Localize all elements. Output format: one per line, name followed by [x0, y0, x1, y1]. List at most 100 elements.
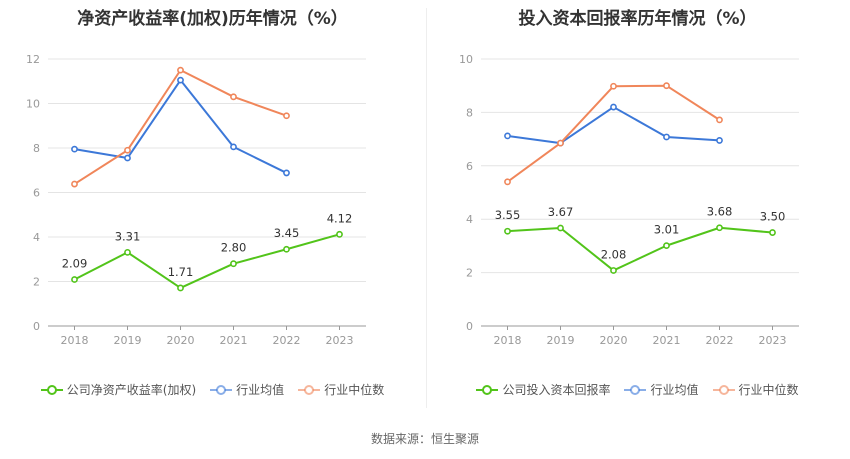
chart-legend: 公司投入资本回报率 行业均值 行业中位数: [425, 381, 850, 398]
legend-label: 公司投入资本回报率: [502, 383, 611, 397]
data-point: [124, 146, 131, 154]
x-tick-label: 2018: [494, 334, 522, 347]
series-line: [74, 79, 287, 174]
data-point: [716, 224, 723, 232]
data-point: [124, 248, 131, 256]
y-tick-label: 8: [466, 106, 473, 119]
x-tick-label: 2023: [759, 334, 787, 347]
legend-item[interactable]: 行业中位数: [712, 381, 799, 398]
series-line: [506, 84, 721, 183]
data-label: 3.68: [707, 205, 733, 219]
chart-legend: 公司净资产收益率(加权) 行业均值 行业中位数: [0, 381, 425, 398]
legend-item[interactable]: 行业均值: [624, 381, 699, 398]
x-tick-label: 2021: [653, 334, 681, 347]
data-point: [283, 112, 290, 120]
legend-line-marker-icon: [40, 384, 63, 395]
data-point: [716, 116, 723, 124]
y-tick-label: 2: [466, 267, 473, 280]
data-point: [663, 82, 670, 90]
legend-line-marker-icon: [624, 384, 647, 395]
y-tick-label: 0: [466, 320, 473, 333]
data-label: 3.01: [654, 223, 680, 237]
data-point: [769, 229, 776, 236]
data-point: [177, 76, 184, 84]
data-point: [663, 242, 670, 250]
legend-line-marker-icon: [712, 384, 735, 395]
data-label: 2.08: [601, 247, 627, 261]
series-line: [507, 226, 773, 272]
data-point: [177, 284, 184, 292]
x-tick-label: 2019: [547, 334, 575, 347]
panel-divider: [426, 8, 427, 408]
y-tick-label: 2: [33, 276, 40, 289]
data-point: [610, 103, 617, 111]
data-point: [283, 169, 290, 177]
data-label: 3.45: [274, 226, 300, 240]
y-tick-label: 4: [466, 213, 473, 226]
data-point: [71, 145, 78, 153]
legend-line-marker-icon: [210, 384, 233, 395]
legend-line-marker-icon: [476, 384, 499, 395]
y-tick-label: 12: [26, 53, 40, 66]
data-point: [504, 227, 511, 235]
series-line: [74, 233, 340, 289]
data-point: [230, 93, 237, 101]
legend-item[interactable]: 公司投入资本回报率: [476, 381, 610, 398]
legend-item[interactable]: 公司净资产收益率(加权): [40, 381, 197, 398]
data-label: 3.67: [548, 205, 574, 219]
roic-chart-panel: 投入资本回报率历年情况（%） 0 2 4 6 8 10 2018 2019 2020 2021 20…: [425, 0, 850, 420]
data-point: [230, 143, 237, 151]
y-tick-label: 10: [459, 53, 473, 66]
legend-label: 行业均值: [650, 383, 699, 397]
chart-title: 投入资本回报率历年情况（%）: [518, 9, 757, 29]
data-point: [557, 139, 564, 147]
data-point: [336, 230, 343, 238]
data-point: [283, 245, 290, 253]
series-line: [73, 69, 287, 185]
data-point: [71, 276, 78, 283]
legend-item[interactable]: 行业中位数: [298, 381, 384, 398]
data-label: 3.50: [760, 210, 786, 224]
legend-label: 行业中位数: [324, 383, 385, 397]
x-tick-label: 2022: [273, 334, 301, 347]
data-label: 2.09: [62, 256, 88, 270]
roe-chart-panel: 净资产收益率(加权)历年情况（%） 0 2 4 6 8 10 12 2018 2019 2020 2…: [0, 0, 425, 420]
x-tick-label: 2018: [61, 334, 89, 347]
data-label: 3.31: [115, 229, 141, 243]
x-tick-label: 2022: [706, 334, 734, 347]
x-tick-label: 2019: [114, 334, 142, 347]
data-label: 1.71: [168, 265, 194, 279]
y-tick-label: 10: [26, 98, 40, 111]
data-source-note: 数据来源：恒生聚源: [370, 432, 479, 446]
data-point: [610, 267, 617, 274]
data-label: 2.80: [221, 241, 247, 255]
data-point: [124, 154, 131, 162]
y-tick-label: 6: [466, 160, 473, 173]
data-point: [716, 137, 723, 144]
y-tick-label: 4: [33, 231, 40, 244]
legend-item[interactable]: 行业均值: [210, 381, 284, 398]
legend-label: 公司净资产收益率(加权): [66, 383, 197, 397]
legend-label: 行业均值: [236, 383, 285, 397]
legend-line-marker-icon: [298, 384, 321, 395]
data-point: [230, 260, 237, 268]
roe-chart-svg: 0 2 4 6 8 10 12 2018 2019 2020 2021 2022 2023 2.09 3.3…: [26, 53, 366, 347]
data-point: [504, 178, 511, 186]
legend-label: 行业中位数: [738, 383, 799, 397]
chart-title: 净资产收益率(加权)历年情况（%）: [77, 9, 348, 29]
data-point: [663, 133, 670, 141]
data-point: [71, 180, 78, 188]
x-tick-label: 2021: [220, 334, 248, 347]
y-tick-label: 8: [33, 142, 40, 155]
roic-chart-svg: 0 2 4 6 8 10 2018 2019 2020 2021 2022 2023 3.55 3.67 2…: [459, 53, 799, 347]
data-point: [610, 82, 617, 90]
x-tick-label: 2023: [326, 334, 354, 347]
data-label: 4.12: [327, 211, 353, 225]
data-label: 3.55: [495, 208, 521, 222]
data-point: [177, 66, 184, 74]
data-point: [504, 132, 511, 140]
y-tick-label: 6: [33, 187, 40, 200]
y-tick-label: 0: [33, 320, 40, 333]
data-point: [557, 224, 564, 232]
x-tick-label: 2020: [600, 334, 628, 347]
